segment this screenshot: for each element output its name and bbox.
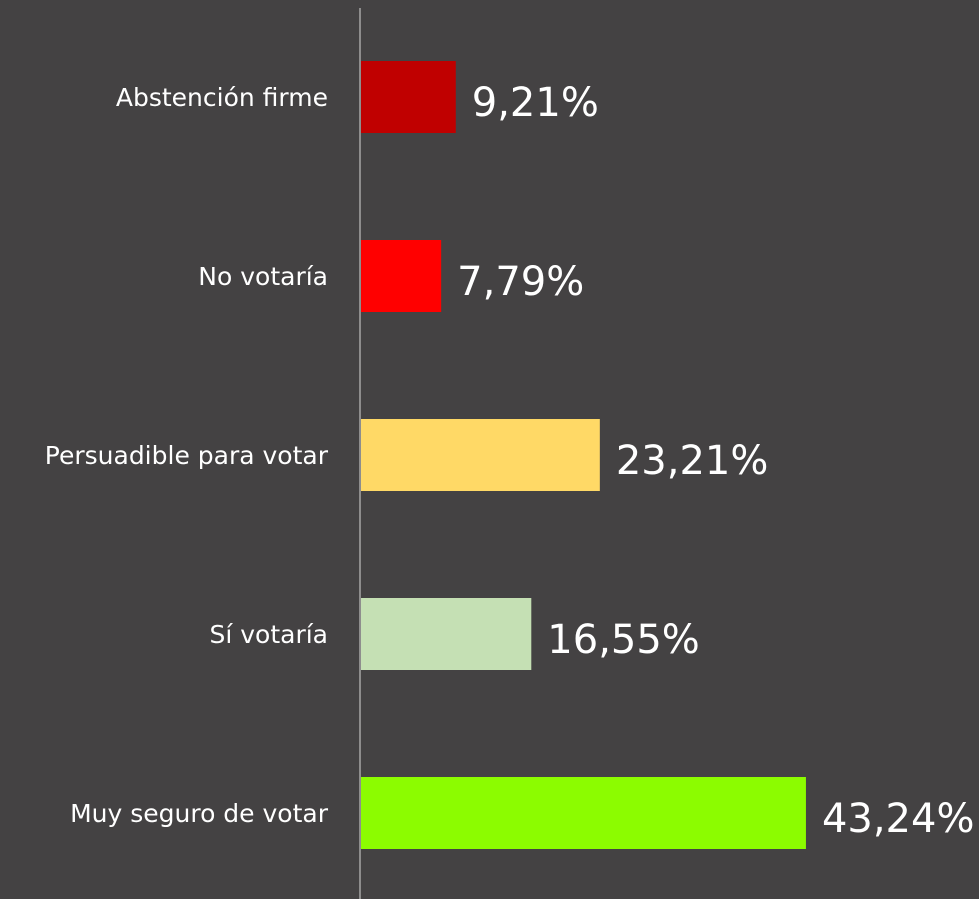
- value-label: 43,24%: [822, 796, 975, 842]
- value-label: 23,21%: [616, 438, 769, 484]
- value-label: 9,21%: [472, 80, 599, 126]
- bar: [361, 419, 600, 491]
- category-label: Muy seguro de votar: [70, 799, 329, 828]
- bar: [361, 61, 456, 133]
- category-label: No votaría: [198, 262, 328, 291]
- bar: [361, 598, 532, 670]
- value-label: 7,79%: [457, 259, 584, 305]
- category-label: Persuadible para votar: [45, 441, 329, 470]
- category-label: Abstención firme: [116, 83, 328, 112]
- bar: [361, 240, 442, 312]
- value-label: 16,55%: [547, 617, 700, 663]
- bar: [361, 777, 806, 849]
- category-label: Sí votaría: [209, 620, 328, 649]
